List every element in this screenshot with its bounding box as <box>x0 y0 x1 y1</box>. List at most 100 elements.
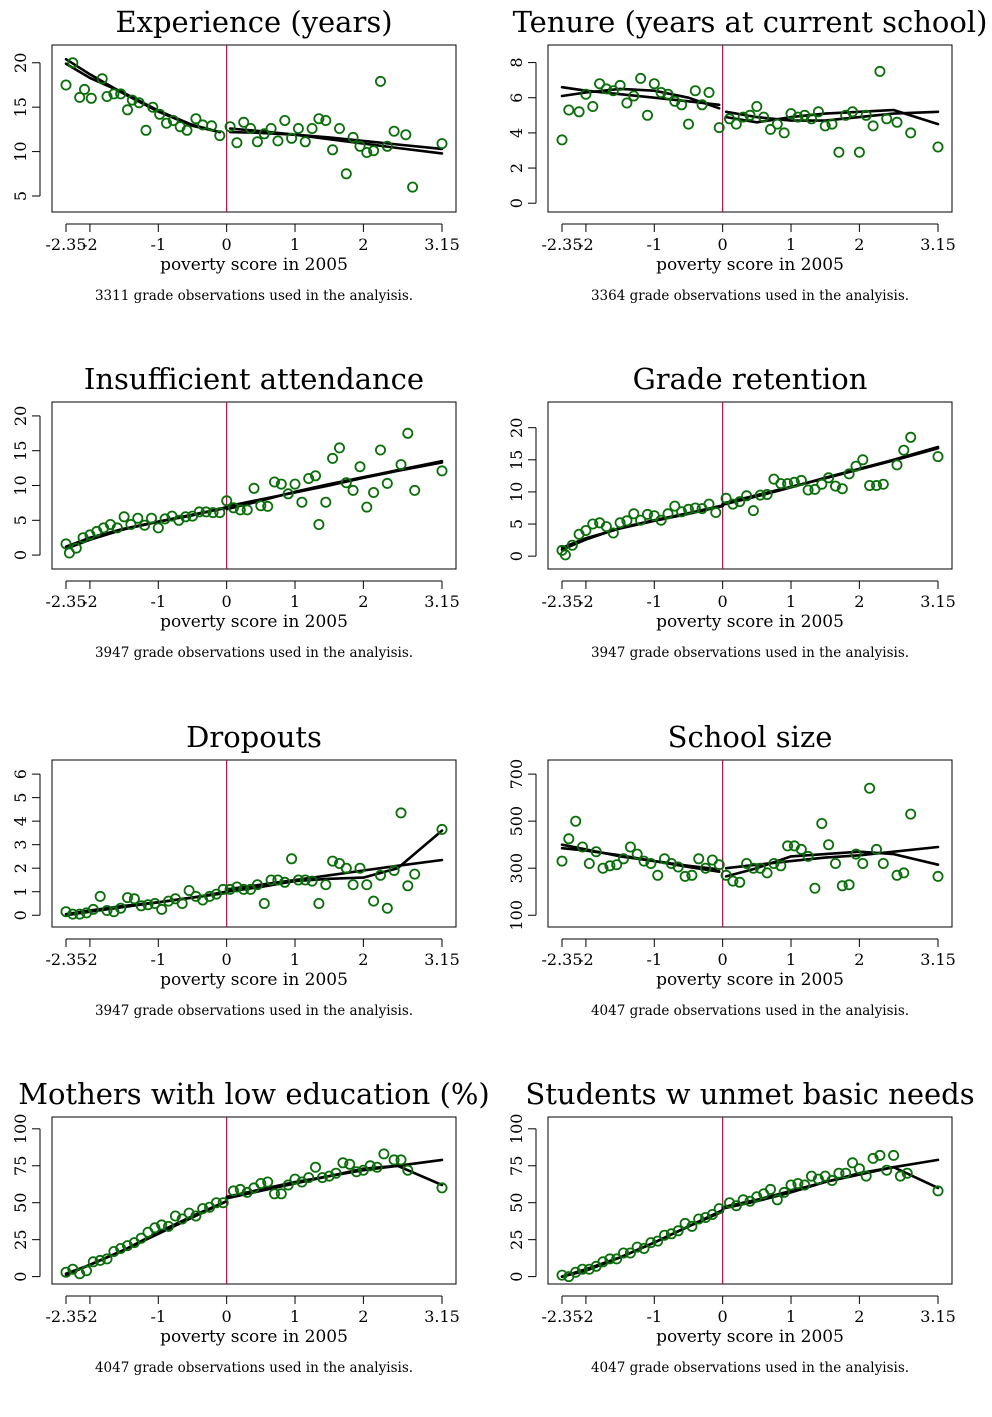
x-tick-label: 2 <box>358 1307 368 1326</box>
data-point <box>217 1197 229 1209</box>
data-point <box>108 1245 120 1257</box>
y-tick-label: 0 <box>507 1272 526 1282</box>
data-point <box>279 115 291 127</box>
y-tick-label: 15 <box>11 441 30 461</box>
y-tick-label: 5 <box>11 515 30 525</box>
data-point <box>566 539 578 551</box>
data-point <box>652 1235 664 1247</box>
data-point <box>611 859 623 871</box>
scatter-plot-school-size: School size -2.35-2 -1 0 1 2 3.15 100 300 500 700 p… <box>507 720 956 1019</box>
data-point <box>268 476 280 488</box>
data-point <box>676 99 688 111</box>
data-point <box>154 108 166 120</box>
data-point <box>74 1268 86 1280</box>
data-point <box>354 862 366 874</box>
data-point <box>122 892 134 904</box>
y-tick-label: 2 <box>11 863 30 873</box>
data-point <box>556 1269 568 1281</box>
data-point <box>320 496 332 508</box>
data-point <box>795 843 807 855</box>
data-point <box>289 478 301 490</box>
data-point <box>388 864 400 876</box>
chart-title: Tenure (years at current school) <box>513 5 988 39</box>
data-point <box>381 140 393 152</box>
data-point <box>785 1179 797 1191</box>
data-point <box>618 853 630 865</box>
data-point <box>641 508 653 520</box>
scatter-plot-experience: Experience (years) -2.35-2 -1 0 1 2 3.15 5 10 15 2… <box>11 5 460 304</box>
data-point <box>167 115 179 127</box>
data-point <box>190 1210 202 1222</box>
data-point <box>583 1263 595 1275</box>
chart-title: Experience (years) <box>115 5 392 39</box>
y-tick-label: 50 <box>507 1193 526 1213</box>
data-point <box>286 853 298 865</box>
data-point <box>764 1183 776 1195</box>
chart-title: Mothers with low education (%) <box>18 1077 489 1111</box>
y-tick-label: 10 <box>11 475 30 495</box>
data-point <box>802 484 814 496</box>
data-point <box>231 137 243 149</box>
fit-line <box>225 858 444 891</box>
data-point <box>792 1178 804 1190</box>
x-tick-label: -2.35 <box>45 1307 86 1326</box>
data-point <box>768 857 780 869</box>
data-point <box>176 897 188 909</box>
data-point <box>693 853 705 865</box>
data-point <box>775 860 787 872</box>
data-point <box>340 862 352 874</box>
fit-line <box>724 108 940 126</box>
y-tick-label: 0 <box>11 550 30 560</box>
data-point <box>631 848 643 860</box>
data-point <box>891 869 903 881</box>
data-point <box>840 1167 852 1179</box>
data-point <box>214 130 226 142</box>
y-tick-label: 100 <box>507 1114 526 1145</box>
data-point <box>730 1200 742 1212</box>
data-point <box>604 860 616 872</box>
observations-note: 3947 grade observations used in the anal… <box>591 645 909 661</box>
data-point <box>255 1178 267 1190</box>
fit-line <box>560 1208 724 1278</box>
data-point <box>145 512 157 524</box>
data-point <box>833 146 845 158</box>
y-tick-label: 2 <box>507 163 526 173</box>
data-point <box>402 1164 414 1176</box>
data-point <box>292 123 304 135</box>
panel-grade-retention: Grade retention -2.35 -2 -1 0 1 2 3.15 0 5 10 15 20 p… <box>496 357 992 702</box>
panel-dropouts: Dropouts -2.35 -2 -1 0 1 2 3.15 0 1 2 3 4 5 6 poverty s… <box>0 715 496 1060</box>
data-point <box>323 1170 335 1182</box>
data-point <box>135 900 147 912</box>
data-point <box>204 890 216 902</box>
data-point <box>891 116 903 128</box>
data-point <box>74 91 86 103</box>
data-point <box>272 874 284 886</box>
data-point <box>176 1213 188 1225</box>
x-tick-label: -2.35 <box>541 235 582 254</box>
data-point <box>846 106 858 118</box>
data-point <box>265 123 277 135</box>
plot-frame <box>51 44 457 213</box>
data-point <box>580 524 592 536</box>
data-point <box>713 859 725 871</box>
x-axis-label: poverty score in 2005 <box>160 1327 348 1347</box>
data-point <box>846 1157 858 1169</box>
x-tick-label: 0 <box>718 1307 728 1326</box>
data-point <box>135 1232 147 1244</box>
y-tick-label: 75 <box>507 1156 526 1176</box>
data-point <box>388 125 400 137</box>
data-point <box>669 500 681 512</box>
x-axis-label: poverty score in 2005 <box>656 612 844 632</box>
data-point <box>881 1164 893 1176</box>
data-point <box>734 496 746 508</box>
chart-title: Insufficient attendance <box>84 362 424 396</box>
data-point <box>190 113 202 125</box>
x-tick-label: 3.15 <box>424 1307 460 1326</box>
data-point <box>306 875 318 887</box>
data-point <box>860 1170 872 1182</box>
data-point <box>350 1166 362 1178</box>
data-point <box>573 106 585 118</box>
data-point <box>782 840 794 852</box>
fit-line <box>225 1164 444 1200</box>
x-tick-label: 3.15 <box>424 235 460 254</box>
